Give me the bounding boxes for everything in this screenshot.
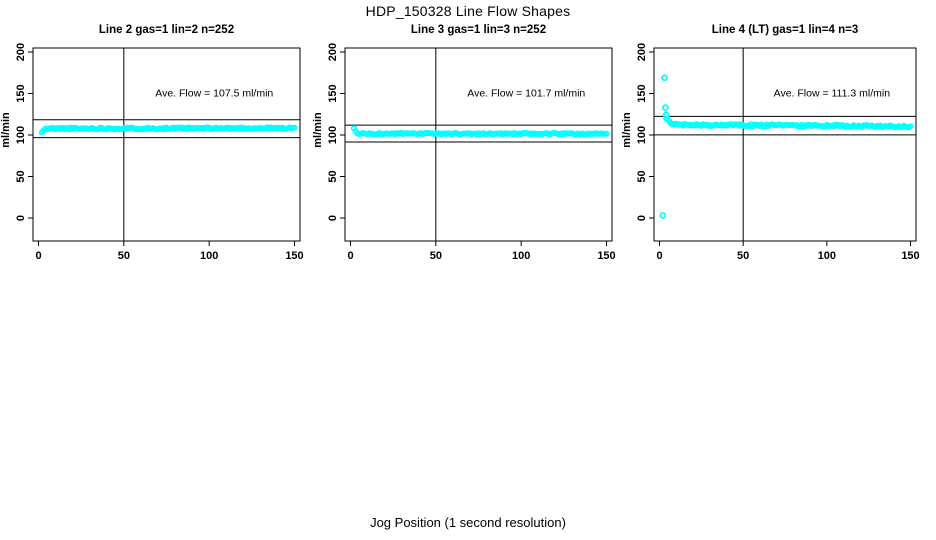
outlier-point — [661, 104, 669, 112]
x-axis-label: Jog Position (1 second resolution) — [370, 515, 566, 530]
y-tick-label: 200 — [636, 43, 648, 61]
outlier-point — [662, 111, 670, 119]
data-points — [38, 124, 298, 136]
y-tick-label: 200 — [327, 43, 339, 61]
x-tick-label: 0 — [347, 250, 353, 262]
plot-box — [32, 47, 301, 242]
panel-title: Line 4 (LT) gas=1 lin=4 n=3 — [712, 24, 858, 36]
outlier-point — [659, 212, 667, 219]
plot-box — [344, 47, 613, 242]
y-tick-label: 50 — [15, 170, 27, 182]
x-tick-label: 50 — [737, 250, 749, 262]
y-tick-label: 0 — [327, 215, 339, 221]
panel-2: Line 3 gas=1 lin=3 n=252 0 50 100 150 200 0 50 1… — [312, 24, 616, 262]
y-tick-label: 150 — [636, 84, 648, 102]
x-tick-label: 100 — [200, 250, 218, 262]
data-points — [659, 74, 914, 219]
data-points — [350, 125, 610, 138]
x-tick-label: 50 — [118, 250, 130, 262]
x-tick-label: 150 — [901, 250, 919, 262]
x-tick-label: 100 — [818, 250, 836, 262]
x-tick-label: 100 — [512, 250, 530, 262]
y-tick-label: 100 — [636, 126, 648, 144]
y-tick-label: 0 — [636, 215, 648, 221]
y-tick-label: 100 — [327, 126, 339, 144]
ave-flow-annotation: Ave. Flow = 101.7 ml/min — [467, 88, 585, 100]
y-axis-title: ml/min — [621, 112, 633, 148]
y-tick-label: 100 — [15, 126, 27, 144]
y-tick-label: 50 — [636, 170, 648, 182]
y-axis-title: ml/min — [0, 112, 12, 148]
y-tick-label: 50 — [327, 170, 339, 182]
panel-title: Line 2 gas=1 lin=2 n=252 — [99, 24, 234, 36]
data-point — [291, 124, 298, 131]
panel-3: Line 4 (LT) gas=1 lin=4 n=3 0 50 100 150 200 0… — [621, 24, 920, 262]
y-tick-label: 150 — [327, 84, 339, 102]
x-tick-label: 0 — [656, 250, 662, 262]
ave-flow-annotation: Ave. Flow = 111.3 ml/min — [774, 88, 891, 100]
data-point — [603, 130, 610, 137]
x-tick-label: 0 — [35, 250, 41, 262]
y-tick-label: 150 — [15, 84, 27, 102]
data-point — [907, 123, 914, 130]
x-tick-label: 50 — [430, 250, 442, 262]
x-tick-label: 150 — [597, 250, 615, 262]
panel-title: Line 3 gas=1 lin=3 n=252 — [411, 24, 546, 36]
ave-flow-annotation: Ave. Flow = 107.5 ml/min — [155, 88, 273, 100]
plot-box — [653, 47, 917, 242]
x-tick-label: 150 — [285, 250, 303, 262]
outlier-point — [661, 74, 668, 82]
y-axis-title: ml/min — [312, 112, 324, 148]
y-tick-label: 0 — [15, 215, 27, 221]
figure-title: HDP_150328 Line Flow Shapes — [365, 3, 571, 19]
y-tick-label: 200 — [15, 43, 27, 61]
panel-1: Line 2 gas=1 lin=2 n=252 0 50 100 150 200 0 50 1… — [0, 24, 304, 262]
